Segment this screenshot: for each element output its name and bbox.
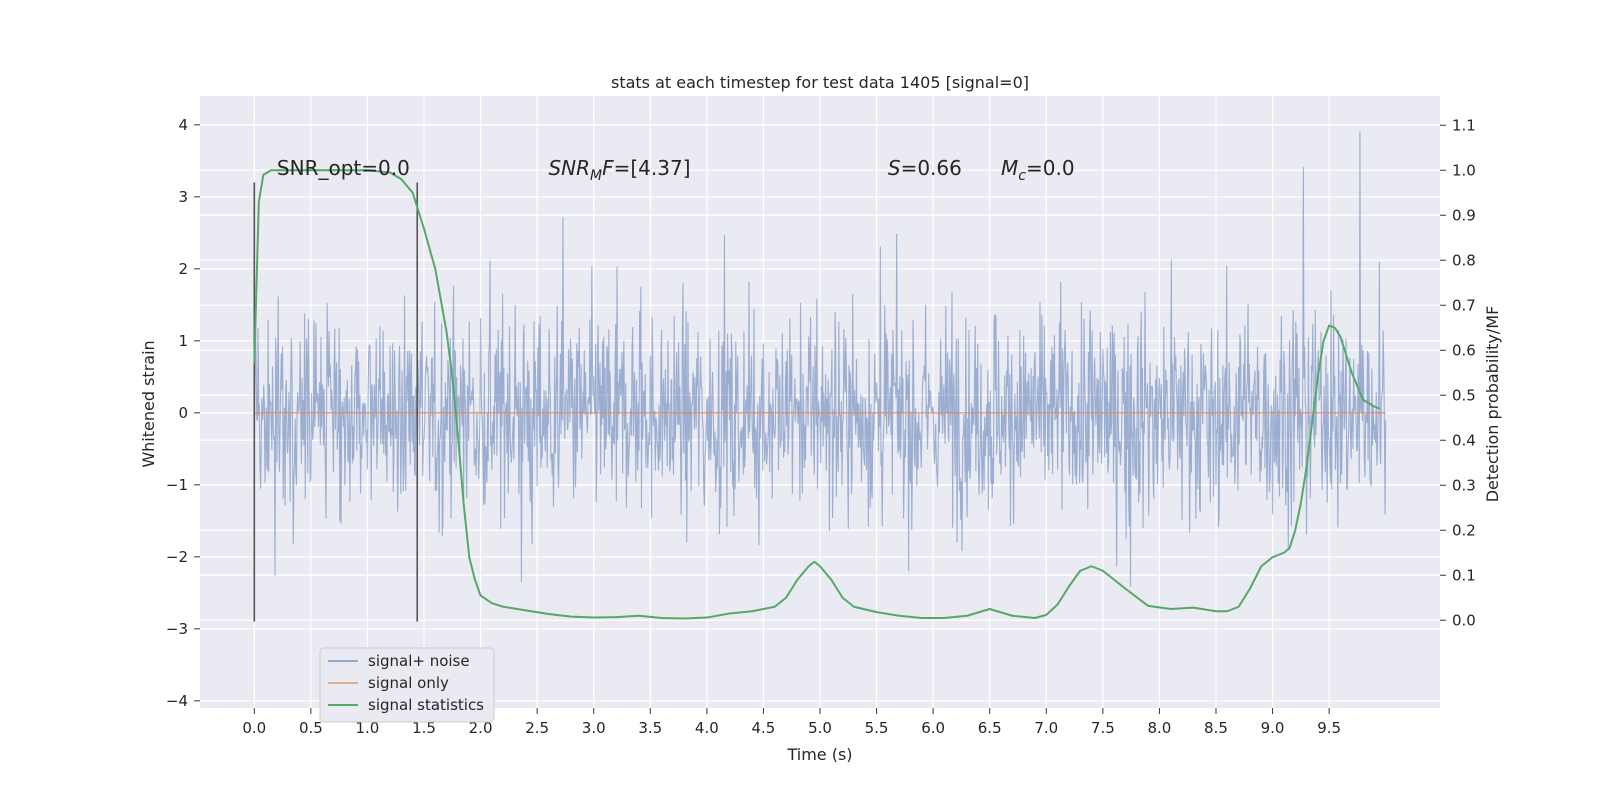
y-tick-label-right: 0.1: [1452, 566, 1476, 584]
annotation-snr-mf: SNRMF=[4.37]: [548, 156, 690, 184]
x-tick-label: 9.5: [1317, 719, 1341, 737]
x-tick-label: 1.0: [356, 719, 380, 737]
x-tick-label: 5.5: [865, 719, 889, 737]
x-tick-label: 7.5: [1091, 719, 1115, 737]
x-tick-label: 8.0: [1147, 719, 1171, 737]
y-axis-title-left: Whitened strain: [139, 340, 158, 467]
legend-box: [319, 647, 495, 723]
y-tick-label-left: 3: [178, 188, 188, 206]
y-tick-label-left: −4: [166, 692, 188, 710]
y-tick-label-left: 1: [178, 332, 188, 350]
y-axis-title-right: Detection probability/MF: [1483, 306, 1502, 503]
x-tick-label: 4.0: [695, 719, 719, 737]
x-tick-label: 7.0: [1034, 719, 1058, 737]
y-tick-label-right: 0.2: [1452, 521, 1476, 539]
x-axis-title: Time (s): [786, 745, 852, 764]
y-tick-label-right: 0.9: [1452, 206, 1476, 224]
y-tick-label-right: 0.3: [1452, 476, 1476, 494]
y-tick-label-right: 0.8: [1452, 251, 1476, 269]
y-tick-label-left: −1: [166, 476, 188, 494]
x-tick-label: 6.5: [978, 719, 1002, 737]
y-tick-label-left: −3: [166, 620, 188, 638]
x-tick-label: 0.0: [242, 719, 266, 737]
x-tick-label: 3.5: [638, 719, 662, 737]
x-tick-label: 2.5: [525, 719, 549, 737]
y-tick-label-left: 2: [178, 260, 188, 278]
legend: signal+ noise signal only signal statist…: [319, 647, 495, 723]
y-tick-label-right: 0.5: [1452, 386, 1476, 404]
x-tick-label: 5.0: [808, 719, 832, 737]
y-tick-label-right: 0.4: [1452, 431, 1476, 449]
legend-label-signal-statistics: signal statistics: [368, 696, 484, 714]
legend-label-signal-noise: signal+ noise: [368, 652, 470, 670]
y-tick-label-left: 4: [178, 116, 188, 134]
y-tick-label-right: 1.1: [1452, 116, 1476, 134]
annotation-s: S=0.66: [888, 156, 962, 180]
y-tick-label-left: −2: [166, 548, 188, 566]
x-tick-label: 3.0: [582, 719, 606, 737]
x-tick-label: 0.5: [299, 719, 323, 737]
legend-label-signal-only: signal only: [368, 674, 449, 692]
x-tick-label: 2.0: [469, 719, 493, 737]
x-tick-label: 1.5: [412, 719, 436, 737]
y-tick-label-right: 0.6: [1452, 341, 1476, 359]
x-tick-label: 4.5: [752, 719, 776, 737]
y-tick-label-right: 0.7: [1452, 296, 1476, 314]
y-tick-label-left: 0: [178, 404, 188, 422]
annotation-mc: Mc=0.0: [1001, 156, 1075, 184]
x-tick-label: 8.5: [1204, 719, 1228, 737]
y-tick-label-right: 0.0: [1452, 611, 1476, 629]
x-tick-label: 9.0: [1261, 719, 1285, 737]
y-tick-label-right: 1.0: [1452, 161, 1476, 179]
series-signal-statistics: [253, 169, 1381, 620]
x-tick-label: 6.0: [921, 719, 945, 737]
annotation-snr-opt: SNR_opt=0.0: [277, 156, 410, 180]
series-signal-noise: [253, 131, 1387, 587]
chart-title: stats at each timestep for test data 140…: [611, 73, 1029, 92]
